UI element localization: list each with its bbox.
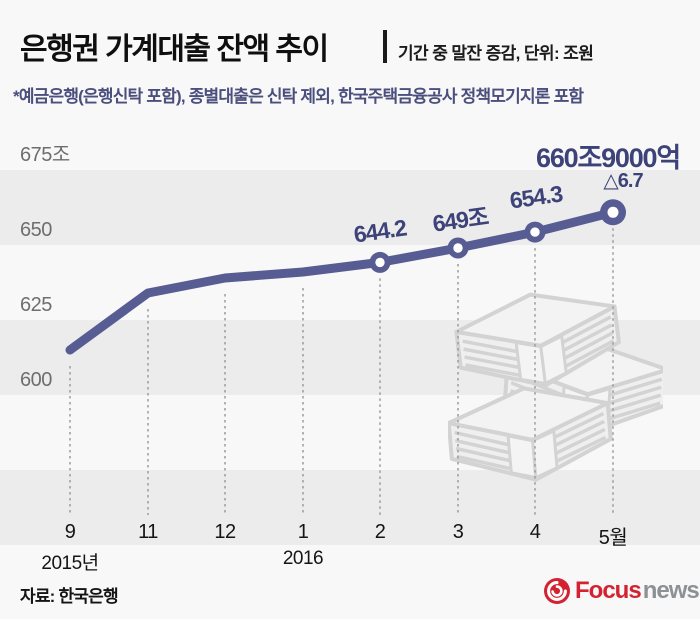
x-axis-tick: 2 (374, 521, 386, 543)
x-axis-tick: 12 (214, 521, 236, 543)
point-label-may: 660조9000억 (536, 143, 681, 173)
x-axis-tick: 5월 (598, 527, 628, 549)
logo-word-focus: Focus (575, 577, 642, 604)
y-axis-tick: 600 (20, 369, 52, 391)
source-credit: 자료: 한국은행 (20, 587, 119, 606)
logo-word-news: news (642, 577, 700, 604)
y-axis-tick: 625 (20, 294, 52, 316)
y-axis-tick: 675조 (20, 144, 70, 166)
x-axis-year-2016: 2016 (282, 548, 324, 569)
grid-band (0, 170, 700, 245)
grid-band (0, 470, 700, 545)
x-axis-year-2015: 2015년 (41, 553, 99, 574)
x-axis-tick: 3 (452, 521, 464, 543)
chart-footnote: *예금은행(은행신탁 포함), 종별대출은 신탁 제외, 한국주택금융공사 정책… (13, 87, 584, 106)
x-axis-tick: 11 (138, 521, 158, 543)
x-axis-tick: 1 (297, 521, 309, 543)
x-axis-tick: 4 (529, 521, 541, 543)
y-axis-tick: 650 (20, 219, 52, 241)
focus-news-logo-icon (544, 578, 570, 604)
page-title: 은행권 가계대출 잔액 추이 (20, 33, 329, 66)
x-axis-tick: 9 (64, 521, 76, 543)
chart-subtitle: 기간 중 말잔 증감, 단위: 조원 (398, 44, 594, 63)
focus-news-logo: Focus news (543, 576, 700, 606)
title-divider (383, 30, 387, 63)
point-change-label: △6.7 (603, 170, 643, 192)
